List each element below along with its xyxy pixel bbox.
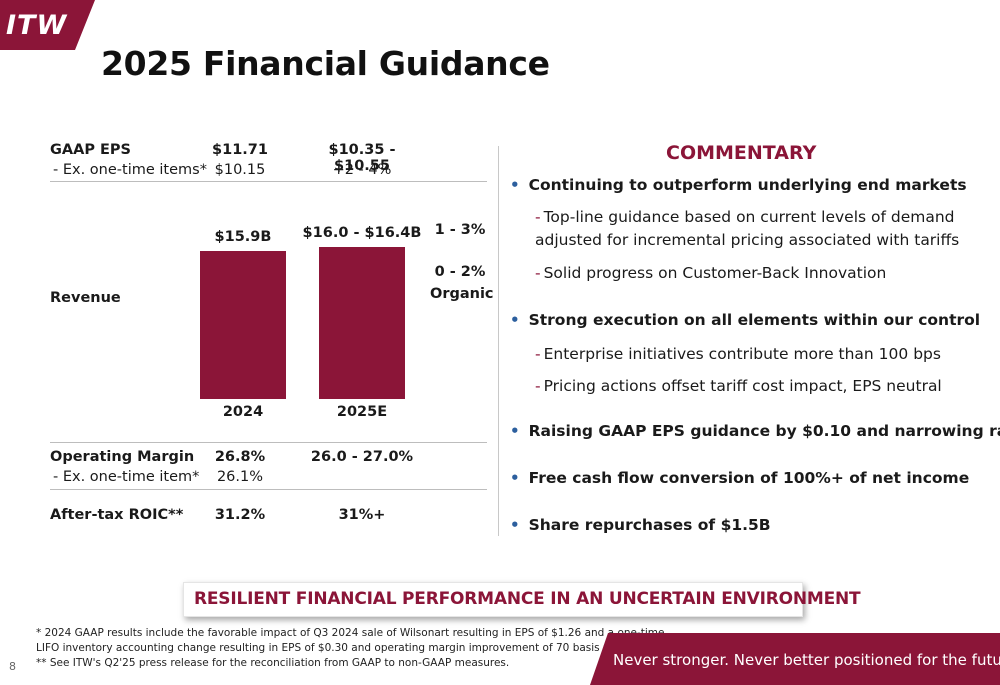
revenue-data-label: $16.0 - $16.4B xyxy=(303,225,422,241)
divider-line xyxy=(50,489,487,490)
bullet-icon: • xyxy=(510,516,520,534)
guidance-table: GAAP EPS $11.71 $10.35 - $10.55 - Ex. on… xyxy=(50,140,494,540)
divider-line xyxy=(50,442,487,443)
operating-margin-2024: 26.8% xyxy=(214,449,266,465)
revenue-category-label: 2025E xyxy=(337,404,387,420)
banner-text: RESILIENT FINANCIAL PERFORMANCE IN AN UN… xyxy=(194,589,861,609)
operating-margin-ex-2024: 26.1% xyxy=(216,469,264,485)
roic-label: After-tax ROIC** xyxy=(50,507,184,523)
operating-margin-ex-label: - Ex. one-time item* xyxy=(53,469,200,485)
divider-line xyxy=(50,181,487,182)
organic-label: Organic xyxy=(430,286,494,302)
revenue-data-label: $15.9B xyxy=(215,229,272,245)
revenue-category-label: 2024 xyxy=(223,404,263,420)
page-number: 8 xyxy=(9,660,16,673)
roic-2024: 31.2% xyxy=(214,507,266,523)
commentary-bullet: • Share repurchases of $1.5B xyxy=(510,516,771,534)
commentary-sub-item: - Solid progress on Customer-Back Innovat… xyxy=(535,264,887,282)
operating-margin-label: Operating Margin xyxy=(50,449,195,465)
resilience-banner: RESILIENT FINANCIAL PERFORMANCE IN AN UN… xyxy=(183,582,861,617)
tagline-band: Never stronger. Never better positioned … xyxy=(590,633,1000,685)
dash-icon: - xyxy=(535,345,541,363)
footnote: ** See ITW's Q2'25 press release for the… xyxy=(36,657,510,669)
roic-2025: 31%+ xyxy=(338,507,386,523)
commentary-bullet: • Free cash flow conversion of 100%+ of n… xyxy=(510,469,970,487)
bullet-icon: • xyxy=(510,311,520,329)
organic-growth: 0 - 2% xyxy=(434,264,486,280)
gaap-eps-ex-2025: +2 - 4% xyxy=(332,162,392,178)
commentary-bullet: • Raising GAAP EPS guidance by $0.10 and … xyxy=(510,422,1000,440)
commentary-sub-item: - Enterprise initiatives contribute more … xyxy=(535,345,941,363)
commentary-title: COMMENTARY xyxy=(666,142,817,164)
bullet-icon: • xyxy=(510,176,520,194)
logo-text: ITW xyxy=(6,10,68,41)
bullet-icon: • xyxy=(510,469,520,487)
column-divider xyxy=(498,146,499,536)
tagline-text: Never stronger. Never better positioned … xyxy=(613,651,1000,669)
commentary-bullet: • Strong execution on all elements within… xyxy=(510,311,981,329)
commentary-bullet: • Continuing to outperform underlying end… xyxy=(510,176,967,194)
gaap-eps-ex-label: - Ex. one-time items* xyxy=(53,162,207,178)
dash-icon: - xyxy=(535,377,541,395)
operating-margin-2025: 26.0 - 27.0% xyxy=(310,449,414,465)
dash-icon: - xyxy=(535,264,541,282)
commentary-sub-item: - Top-line guidance based on current leve… xyxy=(535,208,960,249)
bullet-icon: • xyxy=(510,422,520,440)
gaap-eps-ex-2024: $10.15 xyxy=(214,162,266,178)
gaap-eps-2025: $10.35 - $10.55 xyxy=(328,142,396,174)
dash-icon: - xyxy=(535,208,541,226)
revenue-chart: $15.9B 2024 $16.0 - $16.4B 2025E xyxy=(200,225,422,420)
logo: ITW xyxy=(0,0,95,50)
page-title: 2025 Financial Guidance xyxy=(101,44,550,83)
gaap-eps-label: GAAP EPS xyxy=(50,142,131,158)
revenue-bar-2024 xyxy=(200,251,286,399)
revenue-bar-2025E xyxy=(319,247,405,399)
footnote: * 2024 GAAP results include the favorabl… xyxy=(36,627,665,639)
revenue-growth: 1 - 3% xyxy=(434,222,486,238)
revenue-label: Revenue xyxy=(50,290,121,306)
footnote: LIFO inventory accounting change resulti… xyxy=(36,642,639,654)
gaap-eps-2024: $11.71 xyxy=(212,142,268,158)
commentary-sub-item: - Pricing actions offset tariff cost impa… xyxy=(535,377,942,395)
